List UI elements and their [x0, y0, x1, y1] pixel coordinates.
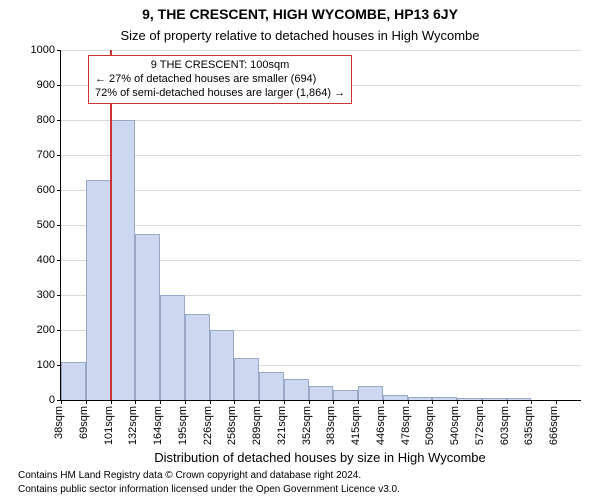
- xtick-label: 164sqm: [152, 406, 164, 445]
- histogram-bar: [309, 386, 334, 400]
- xtick-label: 38sqm: [53, 406, 65, 439]
- xtick-label: 383sqm: [325, 406, 337, 445]
- xtick-label: 289sqm: [251, 406, 263, 445]
- ytick-mark: [57, 190, 61, 191]
- histogram-bar: [185, 314, 210, 400]
- histogram-bar: [432, 397, 457, 401]
- ytick-label: 0: [49, 394, 55, 406]
- xtick-label: 195sqm: [177, 406, 189, 445]
- ytick-mark: [57, 155, 61, 156]
- marker-callout: 9 THE CRESCENT: 100sqm← 27% of detached …: [88, 55, 352, 104]
- histogram-bar: [135, 234, 160, 400]
- gridline: [61, 50, 581, 51]
- ytick-label: 600: [37, 184, 55, 196]
- ytick-mark: [57, 85, 61, 86]
- ytick-label: 500: [37, 219, 55, 231]
- xtick-mark: [309, 400, 310, 404]
- histogram-bar: [383, 395, 408, 400]
- xtick-mark: [61, 400, 62, 404]
- xtick-label: 509sqm: [424, 406, 436, 445]
- xtick-mark: [507, 400, 508, 404]
- xtick-mark: [358, 400, 359, 404]
- footer-line-2: Contains public sector information licen…: [18, 484, 400, 495]
- xtick-label: 572sqm: [474, 406, 486, 445]
- histogram-bar: [333, 390, 358, 401]
- gridline: [61, 225, 581, 226]
- xtick-label: 226sqm: [202, 406, 214, 445]
- xtick-label: 101sqm: [103, 406, 115, 445]
- xtick-mark: [457, 400, 458, 404]
- ytick-mark: [57, 295, 61, 296]
- xtick-mark: [432, 400, 433, 404]
- xtick-label: 69sqm: [78, 406, 90, 439]
- ytick-mark: [57, 225, 61, 226]
- xtick-label: 415sqm: [350, 406, 362, 445]
- xtick-mark: [284, 400, 285, 404]
- ytick-label: 300: [37, 289, 55, 301]
- ytick-label: 400: [37, 254, 55, 266]
- xtick-label: 258sqm: [226, 406, 238, 445]
- ytick-label: 900: [37, 79, 55, 91]
- xtick-mark: [86, 400, 87, 404]
- histogram-bar: [457, 398, 482, 400]
- histogram-bar: [86, 180, 111, 401]
- xtick-mark: [135, 400, 136, 404]
- xtick-mark: [408, 400, 409, 404]
- ytick-label: 700: [37, 149, 55, 161]
- histogram-bar: [284, 379, 309, 400]
- gridline: [61, 190, 581, 191]
- callout-line: 9 THE CRESCENT: 100sqm: [95, 59, 345, 73]
- xtick-mark: [482, 400, 483, 404]
- ytick-mark: [57, 120, 61, 121]
- gridline: [61, 155, 581, 156]
- xtick-mark: [531, 400, 532, 404]
- histogram-bar: [61, 362, 86, 401]
- ytick-label: 1000: [31, 44, 55, 56]
- xtick-label: 540sqm: [449, 406, 461, 445]
- xtick-mark: [111, 400, 112, 404]
- histogram-bar: [259, 372, 284, 400]
- xtick-mark: [556, 400, 557, 404]
- xtick-label: 352sqm: [301, 406, 313, 445]
- callout-line: 72% of semi-detached houses are larger (…: [95, 87, 345, 101]
- histogram-bar: [507, 398, 532, 400]
- histogram-bar: [234, 358, 259, 400]
- chart-title-main: 9, THE CRESCENT, HIGH WYCOMBE, HP13 6JY: [0, 6, 600, 22]
- ytick-label: 200: [37, 324, 55, 336]
- footer-line-1: Contains HM Land Registry data © Crown c…: [18, 470, 361, 481]
- xtick-label: 446sqm: [375, 406, 387, 445]
- xtick-mark: [259, 400, 260, 404]
- xtick-label: 321sqm: [276, 406, 288, 445]
- xtick-label: 478sqm: [400, 406, 412, 445]
- callout-line: ← 27% of detached houses are smaller (69…: [95, 73, 345, 87]
- xtick-mark: [333, 400, 334, 404]
- ytick-mark: [57, 50, 61, 51]
- ytick-mark: [57, 260, 61, 261]
- xtick-label: 132sqm: [127, 406, 139, 445]
- histogram-bar: [160, 295, 185, 400]
- chart-container: 9, THE CRESCENT, HIGH WYCOMBE, HP13 6JY …: [0, 0, 600, 500]
- xtick-mark: [160, 400, 161, 404]
- histogram-bar: [358, 386, 383, 400]
- histogram-bar: [111, 120, 136, 400]
- xtick-label: 666sqm: [548, 406, 560, 445]
- chart-title-sub: Size of property relative to detached ho…: [0, 28, 600, 43]
- ytick-mark: [57, 330, 61, 331]
- gridline: [61, 120, 581, 121]
- xtick-mark: [383, 400, 384, 404]
- xtick-mark: [185, 400, 186, 404]
- xtick-label: 635sqm: [523, 406, 535, 445]
- histogram-bar: [408, 397, 433, 401]
- xtick-mark: [210, 400, 211, 404]
- xtick-mark: [234, 400, 235, 404]
- ytick-label: 100: [37, 359, 55, 371]
- histogram-bar: [482, 398, 507, 400]
- xtick-label: 603sqm: [499, 406, 511, 445]
- ytick-label: 800: [37, 114, 55, 126]
- histogram-bar: [210, 330, 235, 400]
- x-axis-label: Distribution of detached houses by size …: [60, 450, 580, 465]
